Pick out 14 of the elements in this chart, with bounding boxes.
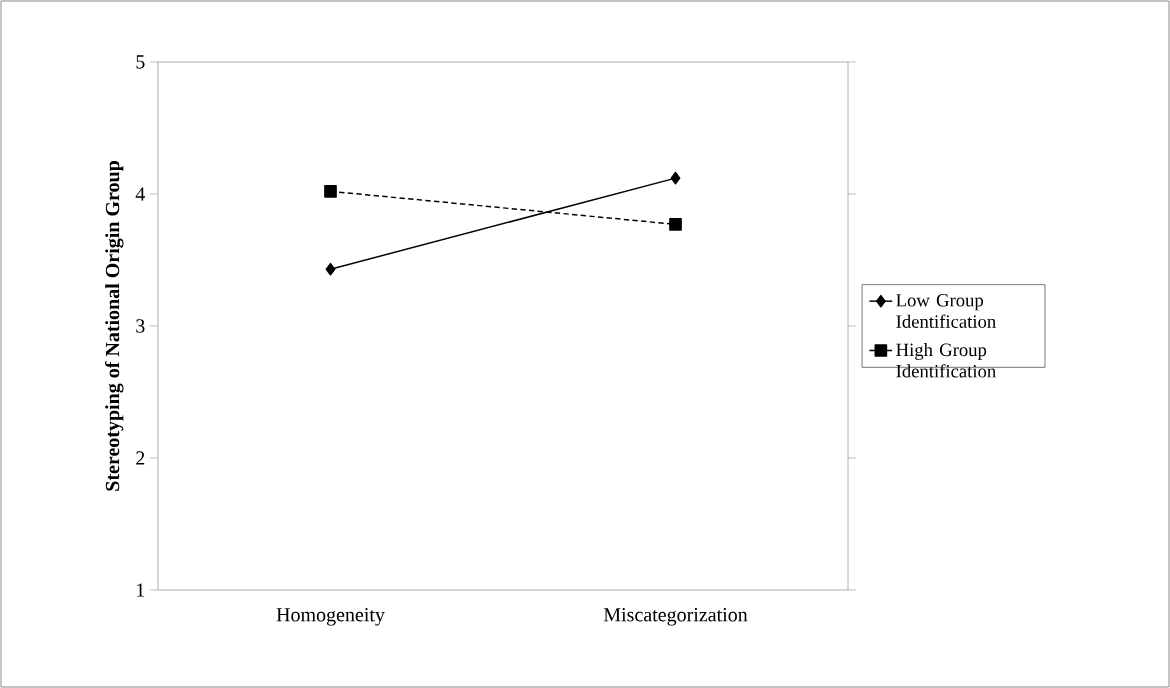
legend-label: Low Group Identification <box>896 294 996 328</box>
point <box>669 218 682 231</box>
y-tick-label: 1 <box>137 583 145 597</box>
legend-label: High Group Identification <box>896 343 996 378</box>
x-tick-label: Homogeneity <box>276 608 385 626</box>
y-tick-label: 2 <box>136 451 145 465</box>
point <box>670 171 681 185</box>
y-axis-title: Stereotyping of National Origin Group <box>104 161 124 491</box>
y-tick-label: 5 <box>136 55 145 69</box>
y-tick-label: 3 <box>136 319 145 333</box>
point <box>325 262 336 276</box>
point <box>324 185 337 198</box>
y-tick-label: 4 <box>135 187 145 201</box>
x-tick-label: Miscategorization <box>603 608 748 626</box>
